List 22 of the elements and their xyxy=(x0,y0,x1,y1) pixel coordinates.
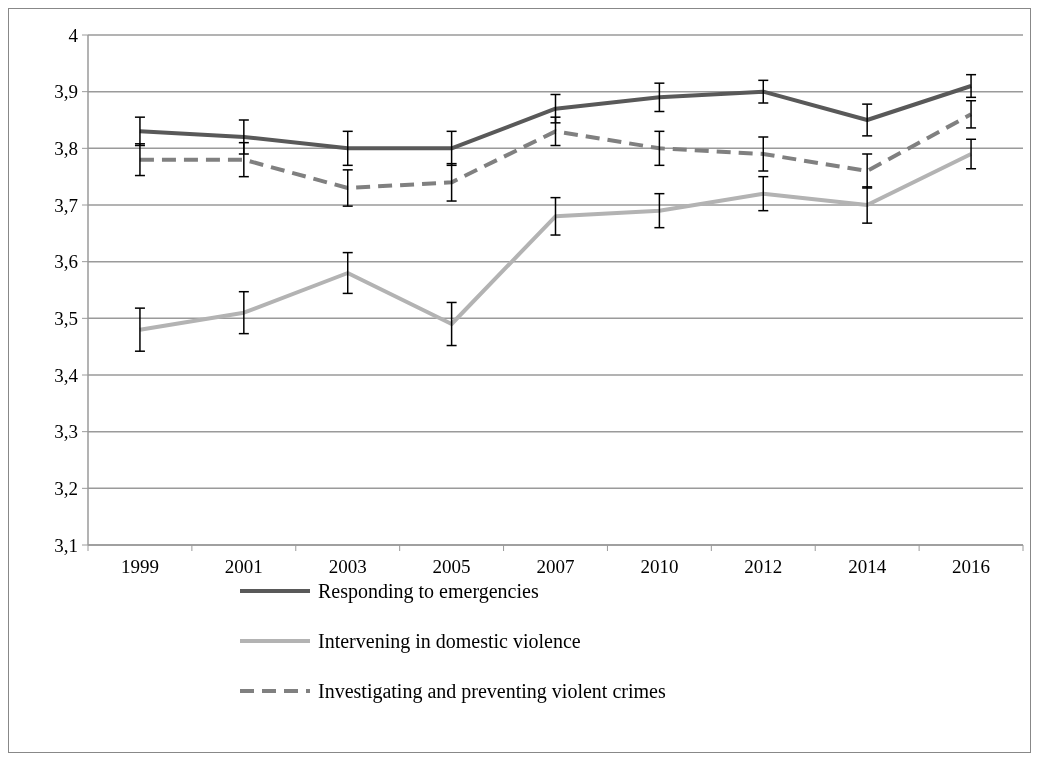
x-tick-label: 1999 xyxy=(120,556,159,577)
x-tick-label: 2001 xyxy=(224,556,263,577)
y-tick-label: 3,1 xyxy=(54,534,78,556)
y-tick-label: 3,5 xyxy=(54,307,78,329)
y-tick-label: 3,9 xyxy=(54,81,78,103)
y-tick-label: 3,2 xyxy=(54,477,78,499)
x-tick-label: 2012 xyxy=(744,556,783,577)
legend-label: Investigating and preventing violent crimes xyxy=(318,680,666,703)
x-tick-label: 2003 xyxy=(328,556,367,577)
y-tick-label: 3,3 xyxy=(54,421,78,443)
legend-label: Intervening in domestic violence xyxy=(318,630,581,653)
y-tick-label: 3,8 xyxy=(54,137,78,159)
x-tick-label: 2007 xyxy=(536,556,575,577)
y-tick-label: 4 xyxy=(68,24,79,46)
x-tick-label: 2010 xyxy=(640,556,679,577)
y-tick-label: 3,6 xyxy=(54,251,78,273)
y-tick-label: 3,4 xyxy=(54,364,79,386)
legend-label: Responding to emergencies xyxy=(318,580,539,603)
y-tick-label: 3,7 xyxy=(54,194,78,216)
x-tick-label: 2016 xyxy=(952,556,991,577)
x-tick-label: 2014 xyxy=(848,556,887,577)
x-tick-label: 2005 xyxy=(432,556,471,577)
